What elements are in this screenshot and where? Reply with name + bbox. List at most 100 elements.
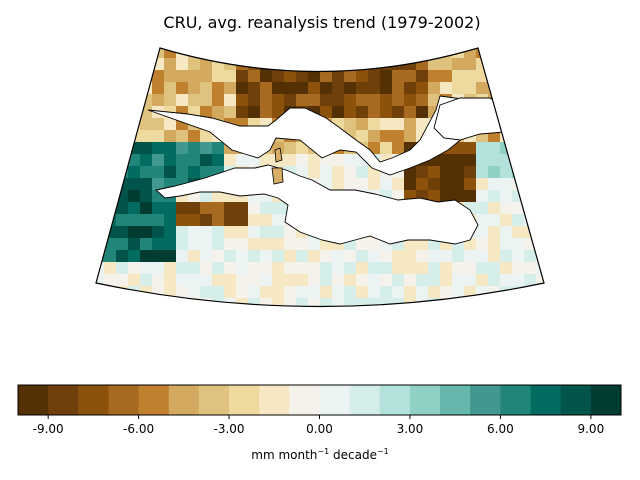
trend-cell (96, 178, 105, 191)
trend-cell (524, 202, 537, 215)
colorbar-cell (560, 385, 592, 415)
trend-cell (284, 250, 297, 263)
trend-cell (188, 274, 201, 287)
trend-cell (272, 214, 285, 227)
trend-cell (500, 58, 513, 71)
trend-cell (512, 142, 525, 155)
trend-cell (224, 70, 237, 83)
trend-cell (140, 142, 153, 155)
trend-cell (284, 262, 297, 275)
trend-cell (452, 154, 465, 167)
trend-cell (248, 286, 261, 299)
trend-cell (356, 130, 369, 143)
trend-cell (512, 58, 525, 71)
trend-cell (96, 154, 105, 167)
trend-cell (488, 226, 501, 239)
trend-cell (524, 166, 537, 179)
trend-cell (200, 70, 213, 83)
trend-cell (500, 286, 513, 299)
trend-cell (320, 298, 333, 307)
trend-cell (284, 154, 297, 167)
trend-cell (344, 262, 357, 275)
trend-cell (260, 298, 273, 307)
trend-cell (332, 298, 345, 307)
trend-cell (248, 298, 261, 307)
trend-cell (296, 274, 309, 287)
trend-cell (500, 48, 513, 59)
trend-cell (152, 286, 165, 299)
trend-cell (296, 154, 309, 167)
trend-cell (404, 274, 417, 287)
trend-cell (164, 154, 177, 167)
trend-cell (104, 154, 117, 167)
trend-cell (284, 274, 297, 287)
trend-cell (140, 262, 153, 275)
trend-cell (200, 58, 213, 71)
trend-cell (368, 262, 381, 275)
trend-cell (296, 286, 309, 299)
trend-cell (104, 310, 117, 323)
trend-cell (296, 298, 309, 307)
trend-cell (248, 202, 261, 215)
trend-cell (260, 250, 273, 263)
trend-cell (272, 298, 285, 307)
trend-cell (500, 310, 513, 323)
trend-cell (404, 130, 417, 143)
trend-cell (536, 274, 544, 287)
trend-cell (356, 274, 369, 287)
trend-cell (284, 58, 297, 71)
trend-cell (224, 310, 237, 323)
trend-cell (476, 250, 489, 263)
trend-cell (308, 310, 321, 323)
trend-cell (116, 154, 129, 167)
trend-cell (524, 106, 537, 119)
trend-cell (476, 310, 489, 323)
trend-cell (500, 166, 513, 179)
trend-cell (428, 262, 441, 275)
trend-cell (464, 70, 477, 83)
trend-cell (116, 48, 129, 59)
trend-cell (536, 262, 544, 275)
colorbar-tick-label: 6.00 (487, 422, 514, 436)
trend-cell (392, 298, 405, 307)
trend-cell (152, 298, 165, 307)
trend-cell (272, 94, 285, 107)
trend-cell (464, 274, 477, 287)
trend-cell (176, 226, 189, 239)
trend-cell (272, 238, 285, 251)
trend-cell (188, 286, 201, 299)
trend-cell (308, 70, 321, 83)
trend-cell (128, 298, 141, 307)
trend-cell (308, 58, 321, 71)
trend-cell (392, 130, 405, 143)
trend-cell (404, 262, 417, 275)
trend-cell (320, 58, 333, 71)
trend-cell (188, 130, 201, 143)
trend-cell (236, 214, 249, 227)
figure-title: CRU, avg. reanalysis trend (1979-2002) (163, 13, 480, 32)
trend-cell (116, 130, 129, 143)
trend-cell (476, 214, 489, 227)
trend-cell (488, 298, 501, 307)
colorbar-cell (409, 385, 441, 415)
trend-cell (380, 274, 393, 287)
colorbar-cell (590, 385, 622, 415)
colorbar-cell (198, 385, 230, 415)
trend-cell (176, 70, 189, 83)
trend-cell (200, 262, 213, 275)
map-frame (95, 47, 545, 308)
trend-cell (536, 226, 544, 239)
trend-cell (128, 58, 141, 71)
trend-cell (116, 106, 129, 119)
trend-cell (96, 274, 105, 287)
trend-cell (152, 202, 165, 215)
trend-cell (440, 250, 453, 263)
trend-cell (224, 238, 237, 251)
trend-cell (488, 274, 501, 287)
trend-cell (236, 298, 249, 307)
trend-cell (176, 250, 189, 263)
trend-cell (476, 274, 489, 287)
trend-cell (512, 238, 525, 251)
trend-cell (536, 48, 544, 59)
trend-cell (392, 310, 405, 323)
